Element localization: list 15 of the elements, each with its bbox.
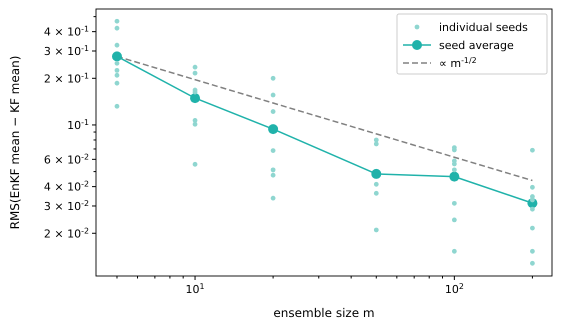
x-axis-title: ensemble size m xyxy=(273,306,375,320)
x-tick-label: 10$^{2}$ xyxy=(444,282,464,296)
legend-label: ∝ m$^{-1/2}$ xyxy=(439,56,477,70)
y-tick-label: 3 × 10$^{-2}$ xyxy=(44,198,89,213)
y-tick-label: 4 × 10$^{-1}$ xyxy=(44,24,89,39)
y-tick-label: 10$^{-1}$ xyxy=(67,117,89,132)
y-tick-label: 2 × 10$^{-1}$ xyxy=(44,70,89,86)
y-tick-label: 3 × 10$^{-1}$ xyxy=(44,44,89,58)
y-axis-title: RMS(EnKF mean − KF mean) xyxy=(8,56,22,230)
y-tick-label: 6 × 10$^{-2}$ xyxy=(44,152,89,166)
y-tick-label: 4 × 10$^{-2}$ xyxy=(44,179,89,194)
y-tick-label: 2 × 10$^{-2}$ xyxy=(44,226,89,240)
legend-label: seed average xyxy=(439,39,514,52)
x-tick-label: 10$^{1}$ xyxy=(186,282,205,296)
legend-label: individual seeds xyxy=(439,21,528,34)
